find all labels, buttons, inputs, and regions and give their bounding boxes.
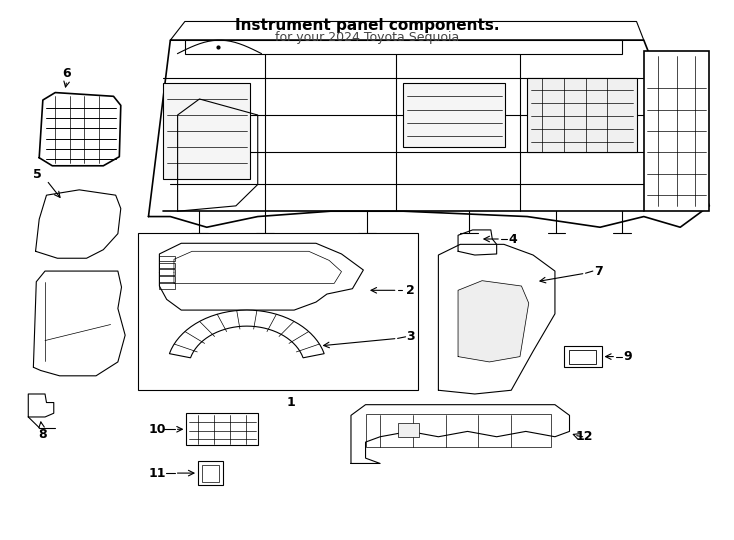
Polygon shape <box>170 22 644 40</box>
Bar <box>198 461 222 485</box>
Bar <box>398 423 419 437</box>
Polygon shape <box>351 404 570 463</box>
Polygon shape <box>39 92 121 166</box>
Bar <box>202 464 219 482</box>
Polygon shape <box>458 230 497 255</box>
Bar <box>163 83 250 179</box>
Polygon shape <box>35 190 121 258</box>
Bar <box>159 269 175 275</box>
Polygon shape <box>29 394 54 417</box>
Polygon shape <box>170 310 324 358</box>
Bar <box>527 78 636 152</box>
Polygon shape <box>159 244 363 310</box>
Text: Instrument panel components.: Instrument panel components. <box>235 18 499 33</box>
Bar <box>404 83 506 147</box>
Polygon shape <box>33 271 126 376</box>
Text: 3: 3 <box>407 330 415 343</box>
Bar <box>159 255 175 261</box>
Text: 2: 2 <box>407 284 415 297</box>
Bar <box>137 233 418 390</box>
Bar <box>159 276 175 282</box>
Text: 12: 12 <box>575 430 593 443</box>
Text: 5: 5 <box>33 168 42 181</box>
Text: 10: 10 <box>148 423 166 436</box>
Bar <box>185 40 622 53</box>
Bar <box>159 284 175 289</box>
Bar <box>644 51 709 211</box>
Text: 8: 8 <box>38 428 47 441</box>
Bar <box>569 349 596 364</box>
Polygon shape <box>148 40 709 227</box>
Text: 11: 11 <box>148 467 166 480</box>
Text: 7: 7 <box>595 265 603 278</box>
Bar <box>366 414 551 448</box>
Bar <box>186 413 258 446</box>
Text: for your 2024 Toyota Sequoia: for your 2024 Toyota Sequoia <box>275 31 459 44</box>
Polygon shape <box>178 99 258 211</box>
Polygon shape <box>438 244 555 394</box>
Bar <box>159 262 175 268</box>
Text: 4: 4 <box>509 233 517 246</box>
Text: 6: 6 <box>62 67 71 80</box>
Text: 9: 9 <box>623 350 632 363</box>
Polygon shape <box>458 281 528 362</box>
Bar <box>564 346 602 367</box>
Text: 1: 1 <box>286 396 295 409</box>
